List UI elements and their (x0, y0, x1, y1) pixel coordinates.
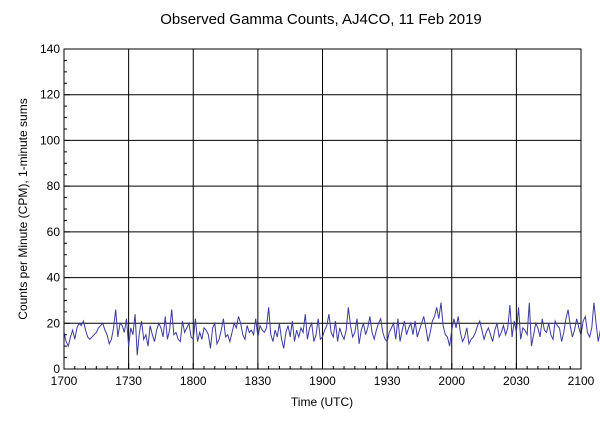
y-tick-label: 20 (47, 316, 61, 330)
x-axis-label: Time (UTC) (291, 395, 353, 409)
x-tick-label: 1900 (309, 374, 336, 388)
y-axis-label: Counts per Minute (CPM), 1-minute sums (16, 98, 30, 319)
y-tick-labels: 0 20 40 60 80 100 120 140 (40, 42, 60, 376)
y-tick-label: 120 (40, 88, 60, 102)
x-tick-label: 2030 (503, 374, 530, 388)
x-tick-labels: 1700 1730 1800 1830 1900 1930 2000 2030 2100 (51, 374, 595, 388)
x-tick-label: 1930 (374, 374, 401, 388)
plot-frame (63, 48, 582, 370)
x-tick-label: 1830 (245, 374, 272, 388)
x-tick-label: 2100 (568, 374, 595, 388)
y-tick-label: 80 (47, 179, 61, 193)
x-tick-label: 1800 (180, 374, 207, 388)
y-tick-label: 140 (40, 42, 60, 56)
x-tick-label: 1700 (51, 374, 78, 388)
grid (64, 49, 581, 369)
x-tick-label: 2000 (438, 374, 465, 388)
y-tick-label: 40 (47, 271, 61, 285)
y-tick-label: 100 (40, 133, 60, 147)
y-tick-label: 0 (53, 362, 60, 376)
x-tick-label: 1730 (115, 374, 142, 388)
series-line-gamma-counts (63, 302, 600, 356)
chart-title: Observed Gamma Counts, AJ4CO, 11 Feb 201… (160, 11, 482, 28)
y-tick-label: 60 (47, 225, 61, 239)
